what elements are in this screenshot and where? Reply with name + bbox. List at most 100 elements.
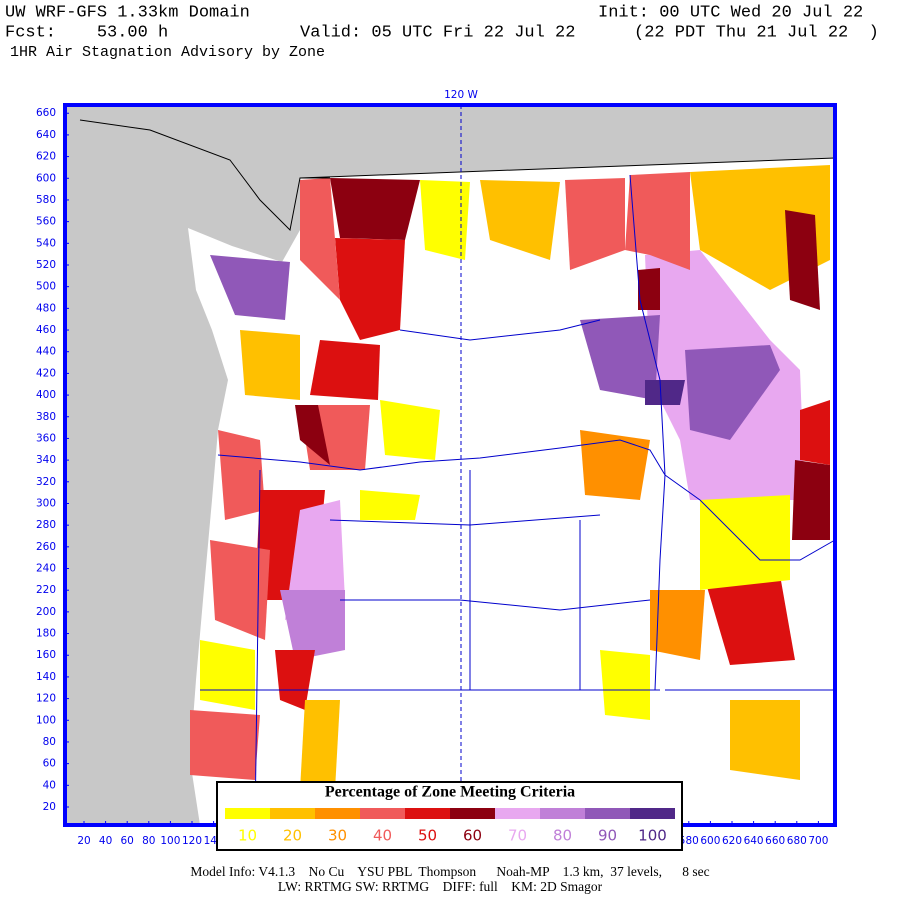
legend-label: 30 — [328, 827, 347, 845]
zone — [650, 590, 705, 660]
legend-swatch — [585, 808, 630, 819]
x-tick-label: 120 — [182, 835, 202, 847]
zone — [580, 430, 650, 500]
zone — [210, 540, 270, 640]
valid-time: Valid: 05 UTC Fri 22 Jul 22 — [300, 23, 575, 42]
zone — [218, 430, 265, 520]
y-tick-label: 600 — [36, 172, 56, 184]
legend-label: 60 — [463, 827, 482, 845]
state-border — [629, 174, 666, 691]
zone — [600, 650, 650, 720]
zone — [240, 330, 300, 400]
zone — [310, 340, 380, 400]
y-tick-label: 200 — [36, 606, 56, 618]
y-tick-label: 260 — [36, 541, 56, 553]
y-tick-label: 180 — [36, 628, 56, 640]
state-border — [664, 474, 836, 561]
y-tick-label: 400 — [36, 389, 56, 401]
y-tick-label: 280 — [36, 519, 56, 531]
y-tick-label: 640 — [36, 129, 56, 141]
y-tick-label: 100 — [36, 714, 56, 726]
zones — [190, 165, 830, 790]
zone — [335, 238, 405, 340]
forecast-hour: Fcst: 53.00 h — [5, 23, 168, 42]
y-tick-label: 540 — [36, 237, 56, 249]
zone — [300, 178, 340, 300]
y-tick-label: 320 — [36, 476, 56, 488]
zone — [785, 210, 820, 310]
x-tick-label: 620 — [722, 835, 742, 847]
y-tick-label: 480 — [36, 302, 56, 314]
zone — [625, 172, 690, 270]
zone — [705, 575, 795, 665]
x-tick-label: 580 — [679, 835, 699, 847]
legend-swatch — [630, 808, 675, 819]
model-title: UW WRF-GFS 1.33km Domain — [5, 3, 250, 22]
zone — [380, 400, 440, 460]
x-tick-label: 80 — [142, 835, 155, 847]
zone — [190, 710, 260, 780]
zone — [300, 700, 340, 790]
x-tick-label: 60 — [121, 835, 134, 847]
zone — [638, 268, 660, 310]
legend-swatch — [315, 808, 360, 819]
zone — [730, 700, 800, 780]
y-tick-label: 580 — [36, 194, 56, 206]
zone — [645, 380, 685, 405]
legend-swatch — [405, 808, 450, 819]
zone-border — [399, 319, 601, 341]
y-tick-label: 560 — [36, 216, 56, 228]
zone — [565, 178, 625, 270]
zone — [580, 315, 660, 400]
state-border — [217, 439, 666, 476]
y-tick-label: 620 — [36, 151, 56, 163]
y-tick-label: 380 — [36, 411, 56, 423]
x-tick-label: 640 — [744, 835, 764, 847]
zone-border — [254, 469, 261, 826]
x-tick-label: 20 — [77, 835, 90, 847]
legend-swatch — [360, 808, 405, 819]
y-tick-label: 80 — [43, 736, 56, 748]
x-tick-label: 660 — [765, 835, 785, 847]
map: 120 W 2040608010012014016018020022024026… — [36, 89, 837, 847]
legend-label: 20 — [283, 827, 302, 845]
legend-swatch — [270, 808, 315, 819]
y-tick-label: 460 — [36, 324, 56, 336]
zone — [275, 650, 315, 710]
border — [299, 157, 836, 179]
zone — [792, 460, 830, 540]
zone — [210, 255, 290, 320]
y-tick-label: 520 — [36, 259, 56, 271]
zone — [280, 590, 345, 660]
legend-swatch — [495, 808, 540, 819]
zone — [685, 345, 780, 440]
legend-label: 70 — [508, 827, 527, 845]
y-tick-label: 60 — [43, 758, 56, 770]
x-tick-label: 600 — [700, 835, 720, 847]
zone — [420, 180, 470, 260]
meridian-label: 120 W — [444, 89, 478, 101]
y-tick-label: 120 — [36, 693, 56, 705]
zone — [200, 640, 255, 710]
legend: Percentage of Zone Meeting Criteria 10 20… — [216, 781, 683, 851]
y-tick-label: 420 — [36, 367, 56, 379]
zone — [480, 180, 560, 260]
x-tick-label: 40 — [99, 835, 112, 847]
legend-swatch — [450, 808, 495, 819]
zone — [800, 400, 830, 465]
y-tick-label: 140 — [36, 671, 56, 683]
legend-label: 50 — [418, 827, 437, 845]
y-tick-label: 440 — [36, 346, 56, 358]
y-tick-label: 40 — [43, 779, 56, 791]
legend-label: 10 — [238, 827, 257, 845]
legend-label: 90 — [598, 827, 617, 845]
zone — [295, 405, 330, 465]
y-tick-label: 240 — [36, 563, 56, 575]
y-tick-label: 300 — [36, 497, 56, 509]
x-tick-label: 100 — [160, 835, 180, 847]
product-title: 1HR Air Stagnation Advisory by Zone — [10, 44, 325, 61]
y-tick-label: 500 — [36, 281, 56, 293]
legend-label: 40 — [373, 827, 392, 845]
x-tick-label: 700 — [808, 835, 828, 847]
